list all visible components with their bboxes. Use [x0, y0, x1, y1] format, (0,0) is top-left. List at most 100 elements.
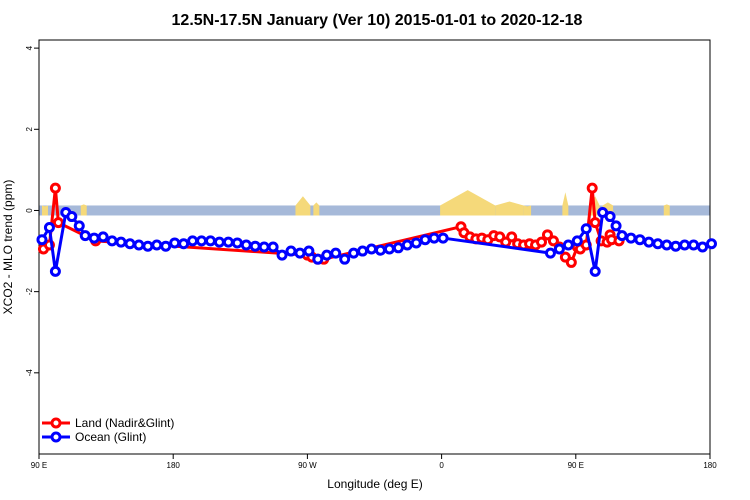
ocean-data-point	[312, 253, 324, 265]
ocean-data-point	[88, 232, 100, 244]
land-data-point	[541, 229, 553, 241]
ocean-data-point	[285, 245, 297, 257]
ocean-data-point	[339, 253, 351, 265]
ocean-data-point	[652, 238, 664, 250]
land-data-point	[547, 235, 559, 247]
ocean-data-point	[294, 247, 306, 259]
ocean-data-point	[213, 236, 225, 248]
ocean-data-point	[392, 242, 404, 254]
ocean-data-point	[544, 247, 556, 259]
land-mask-patch	[295, 196, 311, 216]
land-mask-patch	[562, 192, 569, 216]
ocean-data-point	[383, 243, 395, 255]
ocean-data-point	[187, 235, 199, 247]
land-mask-patch	[523, 205, 532, 216]
ocean-mask-strip	[39, 205, 710, 216]
legend-ocean-marker	[50, 431, 62, 443]
land-data-point	[506, 231, 518, 243]
y-tick-label: 4	[25, 45, 34, 50]
land-mask-patch	[663, 204, 670, 216]
legend: Land (Nadir&Glint) Ocean (Glint)	[42, 416, 174, 444]
ocean-data-point	[240, 239, 252, 251]
x-axis-label: Longitude (deg E)	[327, 477, 422, 491]
ocean-data-point	[366, 243, 378, 255]
land-data-point	[49, 182, 61, 194]
land-data-point	[565, 256, 577, 268]
ocean-data-point	[357, 245, 369, 257]
ocean-data-point	[589, 265, 601, 277]
ocean-data-point	[303, 245, 315, 257]
ocean-data-point	[115, 236, 127, 248]
ocean-data-point	[321, 249, 333, 261]
ocean-data-point	[401, 239, 413, 251]
legend-land-marker	[50, 417, 62, 429]
ocean-data-point	[106, 235, 118, 247]
ocean-data-point	[437, 232, 449, 244]
x-tick-label: 180	[703, 461, 717, 470]
ocean-data-point	[249, 240, 261, 252]
x-tick-label: 90 E	[568, 461, 584, 470]
ocean-data-point	[428, 232, 440, 244]
land-data-point	[536, 236, 548, 248]
legend-land-label: Land (Nadir&Glint)	[75, 416, 174, 430]
land-mask-patch	[80, 204, 87, 216]
land-data-point	[586, 182, 598, 194]
ocean-data-point	[196, 235, 208, 247]
ocean-data-point	[151, 239, 163, 251]
ocean-data-point	[178, 238, 190, 250]
ocean-data-point	[49, 265, 61, 277]
ocean-data-point	[258, 241, 270, 253]
ocean-data-point	[73, 220, 85, 232]
legend-ocean-label: Ocean (Glint)	[75, 430, 146, 444]
land-mask-patch	[41, 205, 48, 216]
ocean-data-point	[169, 237, 181, 249]
ocean-data-point	[374, 244, 386, 256]
land-data-point	[589, 217, 601, 229]
x-tick-label: 90 W	[298, 461, 317, 470]
y-tick-label: -2	[25, 288, 34, 296]
ocean-data-point	[43, 222, 55, 234]
y-tick-label: 0	[25, 208, 34, 213]
x-tick-label: 90 E	[31, 461, 47, 470]
land-mask-patch	[313, 202, 320, 216]
ocean-data-point	[276, 249, 288, 261]
land-data-point	[52, 217, 64, 229]
x-tick-label: 180	[167, 461, 181, 470]
ocean-data-point	[705, 238, 717, 250]
land-mask-patch	[495, 201, 524, 216]
y-tick-label: 2	[25, 127, 34, 132]
ocean-data-point	[562, 239, 574, 251]
ocean-data-point	[79, 230, 91, 242]
ocean-data-point	[610, 220, 622, 232]
ocean-data-point	[348, 247, 360, 259]
ocean-data-point	[661, 239, 673, 251]
ocean-data-point	[419, 234, 431, 246]
x-tick-label: 0	[439, 461, 444, 470]
ocean-data-point	[625, 232, 637, 244]
ocean-data-point	[697, 241, 709, 253]
ocean-data-point	[670, 240, 682, 252]
ocean-data-point	[204, 235, 216, 247]
ocean-data-point	[580, 223, 592, 235]
ocean-data-point	[604, 211, 616, 223]
ocean-data-point	[634, 234, 646, 246]
ocean-data-point	[330, 247, 342, 259]
ocean-data-point	[553, 243, 565, 255]
ocean-data-point	[97, 231, 109, 243]
ocean-data-point	[231, 237, 243, 249]
ocean-data-point	[222, 236, 234, 248]
ocean-data-point	[616, 230, 628, 242]
chart-title: 12.5N-17.5N January (Ver 10) 2015-01-01 …	[172, 12, 583, 29]
y-axis-label: XCO2 - MLO trend (ppm)	[1, 180, 15, 315]
ocean-data-point	[688, 239, 700, 251]
land-mask-patch	[440, 190, 496, 216]
ocean-data-point	[643, 236, 655, 248]
ocean-data-point	[36, 234, 48, 246]
ocean-data-point	[142, 240, 154, 252]
ocean-data-point	[66, 211, 78, 223]
y-tick-label: -4	[25, 369, 34, 377]
ocean-data-point	[160, 240, 172, 252]
ocean-data-point	[133, 239, 145, 251]
ocean-data-point	[124, 238, 136, 250]
